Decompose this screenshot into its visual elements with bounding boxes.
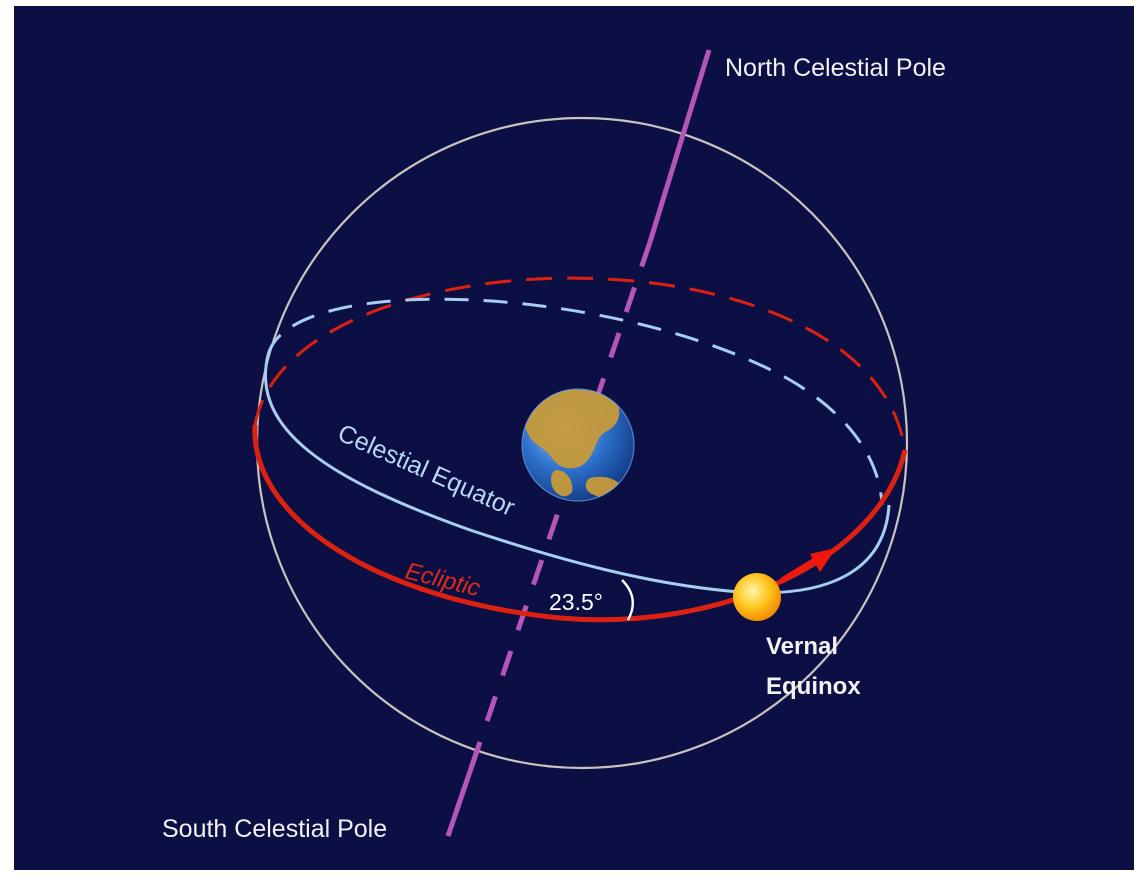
ecliptic-front [252,424,908,623]
earth-icon [521,388,635,502]
arrow-icon [780,548,836,583]
celestial-equator-back-dashed [266,297,884,506]
celestial-axis-upper [647,49,712,243]
vernal-equinox-label-line2: Equinox [766,673,861,700]
ecliptic-back-dashed [253,276,907,451]
celestial-axis-dashed [445,241,653,837]
tilt-angle-label: 23.5° [549,589,603,615]
south-pole-label: South Celestial Pole [162,815,387,843]
celestial-axis-lower [445,747,481,837]
tilt-angle-arc [621,579,634,621]
celestial-equator-front [264,354,891,595]
sun-icon [733,573,781,621]
vernal-equinox-label-line1: Vernal [766,633,838,660]
north-pole-label: North Celestial Pole [725,54,946,82]
